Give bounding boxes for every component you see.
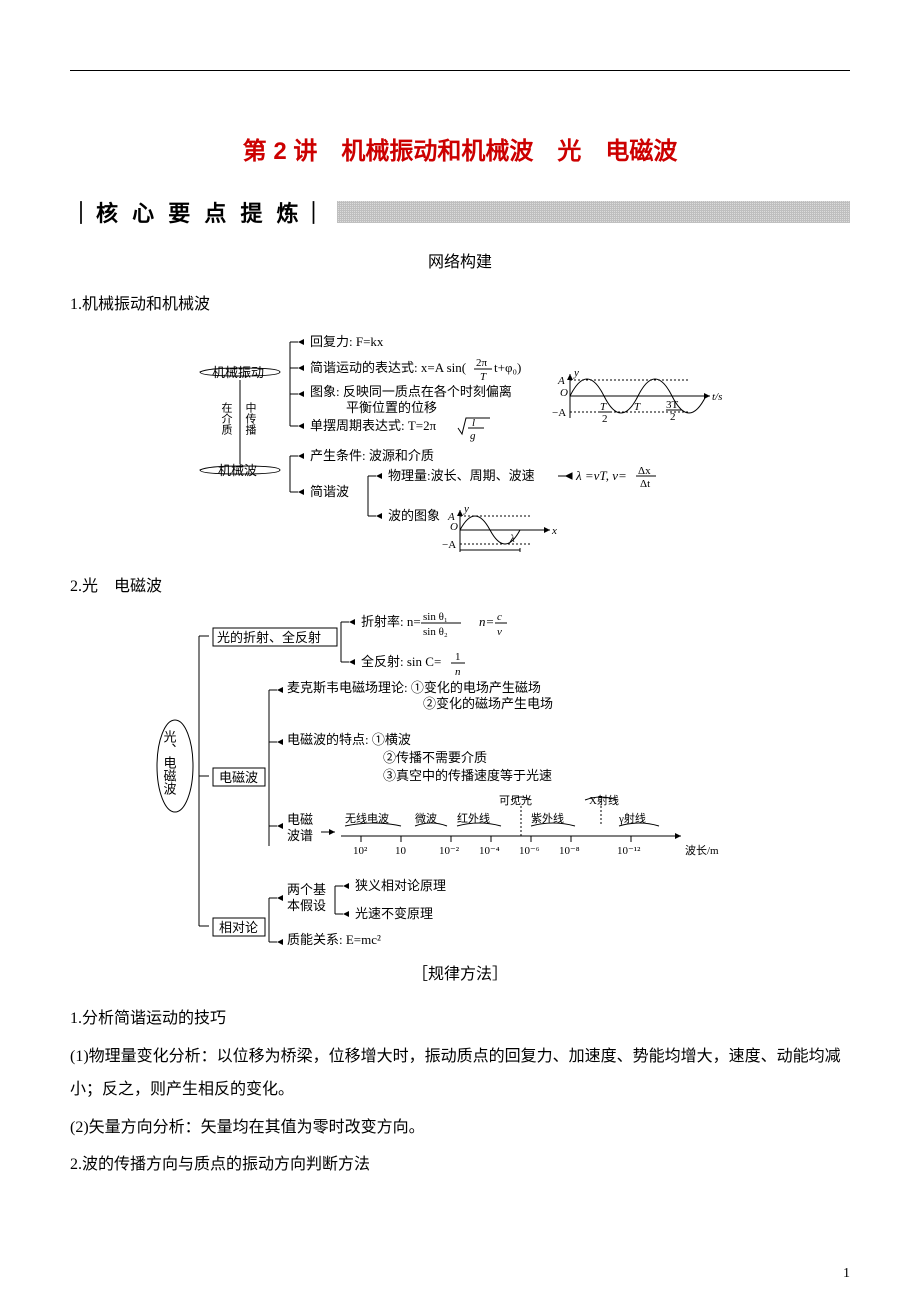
svg-text:波谱: 波谱	[287, 828, 313, 843]
rule-1-p2: (2)矢量方向分析：矢量均在其值为零时改变方向。	[70, 1111, 850, 1145]
svg-text:sin θ₁: sin θ₁	[423, 611, 448, 623]
svg-text:n: n	[455, 666, 461, 678]
svg-text:机械波: 机械波	[218, 463, 257, 478]
svg-text:两个基: 两个基	[287, 882, 326, 897]
svg-text:电磁波: 电磁波	[219, 770, 258, 785]
page-container: 第 2 讲 机械振动和机械波 光 电磁波 ｜核 心 要 点 提 炼｜ 网络构建 …	[0, 0, 920, 1302]
svg-text:O: O	[560, 387, 568, 399]
svg-text:y: y	[573, 367, 579, 379]
svg-text:产生条件: 波源和介质: 产生条件: 波源和介质	[310, 448, 434, 463]
svg-text:电磁波的特点: ①横波: 电磁波的特点: ①横波	[287, 732, 411, 747]
svg-text:10⁻⁴: 10⁻⁴	[479, 845, 500, 857]
svg-text:Δt: Δt	[640, 478, 650, 490]
rule-2-heading: 2.波的传播方向与质点的振动方向判断方法	[70, 1148, 850, 1182]
svg-text:③真空中的传播速度等于光速: ③真空中的传播速度等于光速	[383, 768, 552, 783]
svg-text:波长/m: 波长/m	[685, 844, 719, 857]
svg-text:v: v	[497, 626, 502, 638]
svg-text:X射线: X射线	[589, 793, 619, 807]
svg-text:3T: 3T	[666, 399, 679, 411]
svg-text:2: 2	[670, 411, 676, 423]
svg-text:简谐运动的表达式: x=A sin(: 简谐运动的表达式: x=A sin(	[310, 360, 466, 375]
svg-text:本假设: 本假设	[287, 898, 326, 913]
svg-text:麦克斯韦电磁场理论: ①变化的电场产生磁场: 麦克斯韦电磁场理论: ①变化的电场产生磁场	[287, 680, 541, 695]
svg-text:−A: −A	[552, 407, 566, 419]
svg-text:x: x	[551, 525, 557, 537]
svg-text:O: O	[450, 521, 458, 533]
svg-text:1: 1	[455, 651, 461, 663]
svg-text:光、电磁波: 光、电磁波	[162, 730, 177, 795]
svg-text:光的折射、全反射: 光的折射、全反射	[217, 630, 321, 645]
svg-text:2: 2	[602, 413, 608, 425]
svg-text:T: T	[480, 371, 487, 383]
svg-text:中传播: 中传播	[244, 402, 257, 436]
graph-yx: A −A y O λ x	[442, 503, 557, 552]
subheading-rules: ［规律方法］	[70, 960, 850, 984]
page-number: 1	[843, 1266, 850, 1282]
diagram-vibration-wave: 机械振动 在介质 中传播 机械波 回复力: F=kx 简谐运动的表达式: x=A…	[70, 324, 850, 554]
lesson-title: 第 2 讲 机械振动和机械波 光 电磁波	[70, 131, 850, 166]
svg-text:机械振动: 机械振动	[212, 365, 264, 380]
svg-text:物理量:波长、周期、波速: 物理量:波长、周期、波速	[388, 468, 535, 483]
diagram1-svg: 机械振动 在介质 中传播 机械波 回复力: F=kx 简谐运动的表达式: x=A…	[140, 324, 780, 554]
svg-text:相对论: 相对论	[219, 920, 258, 935]
svg-text:电磁: 电磁	[287, 812, 313, 827]
svg-text:质能关系: E=mc²: 质能关系: E=mc²	[287, 932, 381, 946]
svg-text:光速不变原理: 光速不变原理	[355, 906, 433, 921]
svg-text:②传播不需要介质: ②传播不需要介质	[383, 750, 487, 765]
subheading-network: 网络构建	[70, 248, 850, 272]
svg-text:y: y	[463, 503, 469, 515]
svg-text:可见光: 可见光	[499, 793, 532, 807]
rule-1-p1: (1)物理量变化分析：以位移为桥梁，位移增大时，振动质点的回复力、加速度、势能均…	[70, 1040, 850, 1107]
svg-text:全反射: sin C=: 全反射: sin C=	[361, 654, 441, 669]
rule-1-heading: 1.分析简谐运动的技巧	[70, 1002, 850, 1036]
svg-text:10⁻²: 10⁻²	[439, 845, 460, 857]
svg-text:折射率: n=: 折射率: n=	[361, 614, 421, 629]
svg-text:−A: −A	[442, 539, 456, 551]
svg-text:10⁻¹²: 10⁻¹²	[617, 845, 641, 857]
svg-text:t+φ₀): t+φ₀)	[494, 360, 521, 375]
top-rule	[70, 70, 850, 71]
svg-text:c: c	[497, 611, 502, 623]
graph-yt: A −A y O T 2 T 3T 2 t/s	[552, 367, 722, 425]
section-stripe	[337, 201, 850, 223]
svg-text:回复力: F=kx: 回复力: F=kx	[310, 334, 384, 349]
svg-text:λ: λ	[509, 533, 515, 545]
svg-text:g: g	[470, 430, 476, 442]
spectrum-axis: 可见光 X射线 无线电波 微波 红外线 紫外线 γ射线 10² 1	[341, 793, 719, 857]
diagram2-svg: 光、电磁波 光的折射、全反射 折射率: n= sin θ₁ sin θ₂ n= …	[135, 606, 785, 946]
svg-text:n=: n=	[479, 614, 494, 629]
heading-2: 2.光 电磁波	[70, 572, 850, 596]
svg-text:t/s: t/s	[712, 391, 722, 403]
svg-text:10: 10	[395, 845, 407, 857]
heading-1: 1.机械振动和机械波	[70, 290, 850, 314]
svg-text:Δx: Δx	[638, 465, 651, 477]
svg-text:sin θ₂: sin θ₂	[423, 626, 448, 638]
svg-text:10⁻⁶: 10⁻⁶	[519, 845, 540, 857]
diagram-light-em: 光、电磁波 光的折射、全反射 折射率: n= sin θ₁ sin θ₂ n= …	[70, 606, 850, 946]
svg-text:2π: 2π	[476, 357, 488, 369]
svg-text:简谐波: 简谐波	[310, 484, 349, 499]
svg-text:波的图象: 波的图象	[388, 508, 440, 523]
svg-text:狭义相对论原理: 狭义相对论原理	[355, 878, 446, 893]
svg-text:10²: 10²	[353, 845, 368, 857]
svg-text:A: A	[557, 375, 565, 387]
svg-text:l: l	[472, 417, 475, 429]
svg-text:λ =vT, v=: λ =vT, v=	[575, 468, 627, 483]
svg-text:T: T	[600, 401, 607, 413]
svg-text:10⁻⁸: 10⁻⁸	[559, 845, 580, 857]
svg-text:单摆周期表达式: T=2π: 单摆周期表达式: T=2π	[310, 418, 437, 433]
svg-text:②变化的磁场产生电场: ②变化的磁场产生电场	[423, 696, 553, 711]
svg-text:图象: 反映同一质点在各个时刻偏离: 图象: 反映同一质点在各个时刻偏离	[310, 384, 512, 399]
svg-text:T: T	[634, 401, 641, 413]
svg-text:平衡位置的位移: 平衡位置的位移	[346, 400, 437, 415]
section-label: ｜核 心 要 点 提 炼｜	[70, 196, 337, 228]
section-bar: ｜核 心 要 点 提 炼｜	[70, 196, 850, 228]
svg-text:在介质: 在介质	[220, 402, 233, 435]
